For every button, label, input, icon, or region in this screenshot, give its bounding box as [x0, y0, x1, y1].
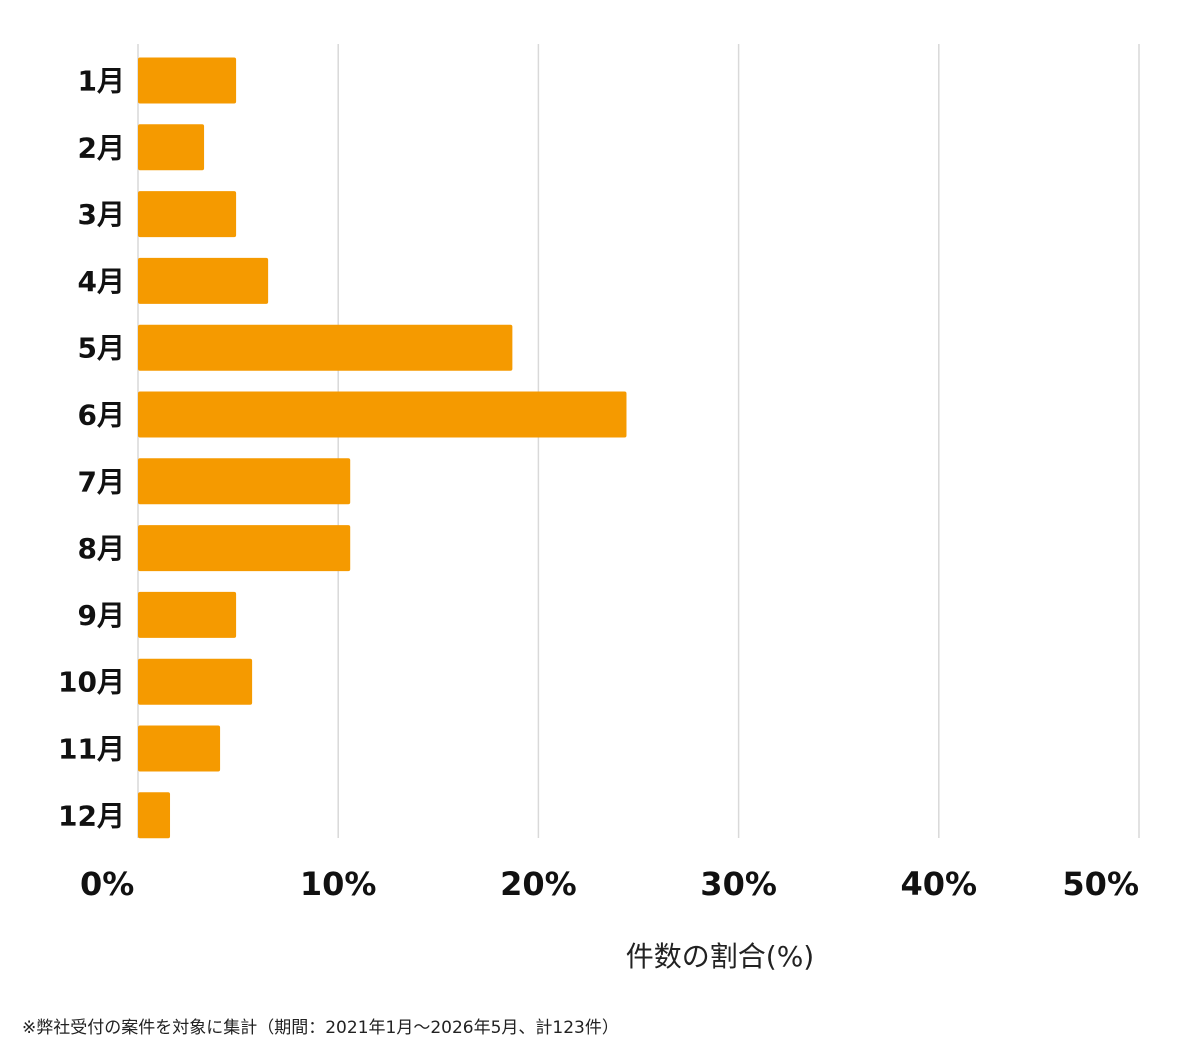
- x-tick-label: 40%: [901, 865, 978, 903]
- bar: [138, 391, 627, 438]
- bar: [138, 257, 269, 304]
- category-label: 10月: [58, 666, 125, 699]
- bar: [138, 191, 237, 238]
- x-tick-label: 50%: [1062, 865, 1139, 903]
- category-label: 12月: [58, 799, 125, 832]
- gridlines: [137, 44, 1140, 838]
- category-label: 7月: [78, 465, 125, 498]
- x-tick-label: 10%: [300, 865, 377, 903]
- bar: [138, 658, 253, 705]
- bar: [138, 124, 205, 171]
- bar: [138, 792, 171, 839]
- category-label: 6月: [78, 399, 125, 432]
- x-tick-label: 30%: [700, 865, 777, 903]
- category-label: 3月: [78, 198, 125, 231]
- category-label: 4月: [78, 265, 125, 298]
- x-tick-labels: 0% 10% 20% 30% 40% 50%: [80, 865, 1139, 903]
- category-label: 1月: [78, 65, 125, 98]
- bar: [138, 324, 513, 371]
- bar: [138, 525, 351, 572]
- bar: [138, 725, 221, 772]
- category-label: 5月: [78, 332, 125, 365]
- bars: [138, 57, 627, 839]
- bar-chart: 1月 2月 3月 4月 5月 6月 7月 8月 9月 10月 11月 12月 0% 10% 20% 30% 4…: [58, 44, 1140, 973]
- category-label: 11月: [58, 733, 125, 766]
- category-labels: 1月 2月 3月 4月 5月 6月 7月 8月 9月 10月 11月 12月: [58, 65, 125, 833]
- bar: [138, 591, 237, 638]
- footnote: ※弊社受付の案件を対象に集計（期間：2021年1月〜2026年5月、計123件）: [22, 1018, 619, 1038]
- category-label: 9月: [78, 599, 125, 632]
- x-tick-label: 20%: [500, 865, 577, 903]
- x-tick-label: 0%: [80, 865, 134, 903]
- category-label: 2月: [78, 131, 125, 164]
- x-axis-label: 件数の割合(%): [626, 940, 814, 973]
- bar: [138, 458, 351, 505]
- bar: [138, 57, 237, 104]
- category-label: 8月: [78, 532, 125, 565]
